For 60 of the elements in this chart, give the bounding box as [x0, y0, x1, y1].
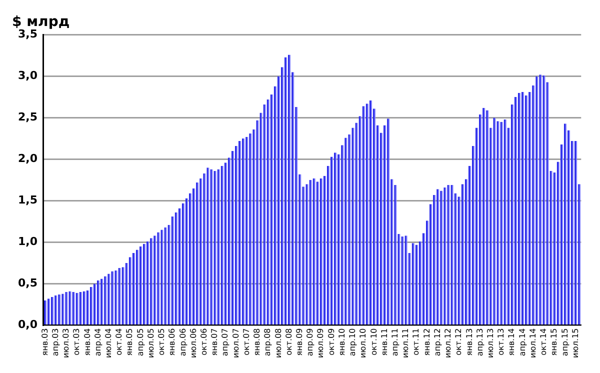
x-tick-label: июл.03	[62, 328, 71, 358]
x-tick-label: янв.13	[464, 328, 474, 356]
x-tick-label: апр.08	[263, 328, 272, 356]
x-tick-label: июл.14	[528, 328, 538, 358]
x-tick-label: янв.10	[337, 328, 346, 356]
x-tick-label: июл.13	[486, 328, 496, 358]
y-tick-label: 2,0	[18, 152, 38, 166]
x-tick-label: окт.10	[369, 328, 378, 356]
x-tick-label: июл.06	[188, 328, 198, 358]
x-tick-label: янв.07	[210, 328, 220, 356]
x-tick-label: янв.12	[422, 328, 432, 356]
x-tick-label: окт.04	[114, 328, 124, 356]
x-tick-label: окт.14	[539, 328, 548, 356]
x-tick-label: окт.09	[326, 328, 336, 356]
x-tick-label: апр.06	[178, 328, 188, 356]
x-tick-label: июл.08	[274, 328, 283, 358]
x-tick-label: янв.03	[40, 328, 50, 356]
x-tick-label: окт.11	[412, 328, 421, 356]
x-tick-label: июл.10	[358, 328, 368, 358]
x-tick-label: янв.08	[252, 328, 262, 356]
y-tick-label: 3,5	[18, 28, 38, 41]
x-tick-label: янв.04	[82, 328, 92, 356]
x-tick-label: апр.03	[50, 328, 60, 356]
x-tick-label: апр.15	[560, 328, 570, 356]
x-tick-label: июл.15	[570, 328, 580, 358]
x-tick-label: янв.06	[168, 328, 177, 356]
x-tick-label: окт.13	[496, 328, 506, 356]
y-tick-label: 3,0	[18, 69, 38, 82]
y-tick-label: 1,5	[18, 194, 38, 207]
x-tick-label: апр.13	[475, 328, 484, 356]
y-tick-label: 0,5	[18, 276, 38, 290]
y-tick-label: 1,0	[18, 235, 38, 248]
x-tick-label: янв.11	[380, 328, 389, 356]
x-tick-label: окт.06	[200, 328, 209, 356]
x-tick-label: янв.14	[507, 328, 516, 356]
x-tick-label: июл.11	[401, 328, 410, 358]
y-tick-label: 2,5	[18, 110, 38, 124]
x-tick-label: апр.04	[93, 328, 102, 356]
x-tick-label: июл.04	[104, 328, 114, 358]
x-tick-label: окт.08	[284, 328, 294, 356]
x-tick-label: июл.07	[231, 328, 240, 358]
x-tick-label: окт.07	[242, 328, 251, 356]
x-tick-label: янв.09	[295, 328, 304, 356]
x-tick-label: апр.14	[518, 328, 527, 356]
x-tick-label: янв.15	[550, 328, 559, 356]
x-tick-label: апр.05	[136, 328, 145, 356]
chart-title: $ млрд	[12, 14, 70, 30]
x-tick-label: апр.12	[432, 328, 442, 356]
x-tick-label: окт.12	[454, 328, 464, 356]
x-tick-label: апр.11	[390, 328, 400, 356]
x-tick-label: июл.09	[316, 328, 326, 358]
x-tick-label: апр.09	[306, 328, 315, 356]
x-tick-label: окт.03	[72, 328, 82, 356]
x-tick-label: апр.10	[348, 328, 358, 356]
x-tick-label: июл.05	[146, 328, 156, 358]
y-tick-label: 0,0	[18, 318, 38, 332]
x-tick-label: янв.05	[125, 328, 134, 356]
x-tick-label: июл.12	[444, 328, 453, 358]
x-tick-label: апр.07	[220, 328, 230, 356]
x-tick-label: окт.05	[157, 328, 166, 356]
